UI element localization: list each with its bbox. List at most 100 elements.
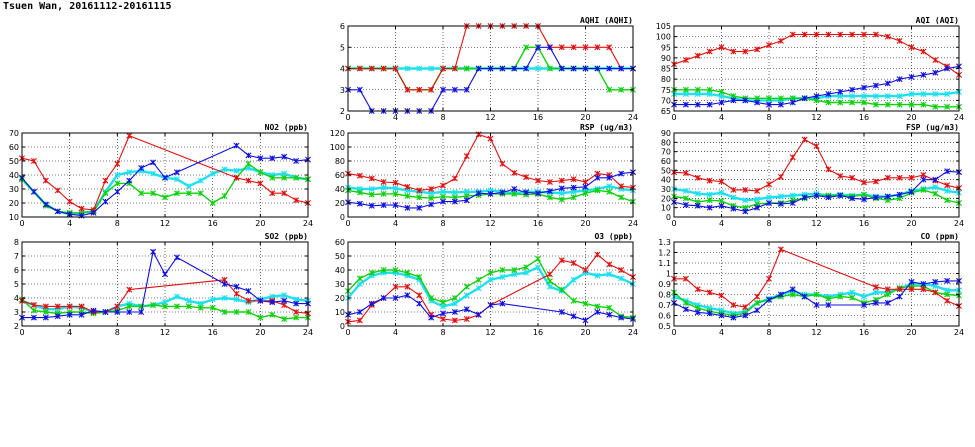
y-tick-label: 30 (661, 185, 671, 194)
data-point (245, 160, 252, 167)
y-tick-label: 90 (661, 54, 671, 63)
data-point (546, 278, 553, 285)
y-tick-label: 10 (661, 204, 671, 213)
chart-aqhi: 0 4 8 12 16 20 24 2 3 4 5 6 AQHI (AQHI) (340, 16, 638, 122)
data-point (428, 201, 435, 208)
data-point (30, 307, 37, 314)
data-point (944, 197, 951, 204)
data-point (197, 304, 204, 311)
data-point (944, 168, 951, 175)
data-point (837, 88, 844, 95)
data-point (606, 44, 613, 51)
data-point (682, 187, 689, 194)
data-point (233, 142, 240, 149)
data-point (511, 65, 518, 72)
data-point (281, 190, 288, 197)
data-point (138, 165, 145, 171)
data-point (754, 46, 761, 53)
data-point (872, 299, 879, 306)
data-point (594, 251, 601, 258)
data-point (682, 299, 689, 306)
data-point (523, 264, 530, 271)
data-point (582, 44, 589, 51)
x-tick-label: 24 (628, 113, 638, 122)
data-point (269, 299, 276, 306)
data-point (754, 307, 761, 314)
data-point (766, 200, 772, 206)
data-point (558, 44, 565, 51)
x-tick-label: 20 (906, 219, 916, 228)
data-point (209, 170, 216, 177)
y-tick-label: 3 (14, 308, 19, 317)
data-point (825, 166, 832, 173)
data-point (606, 86, 613, 93)
x-tick-label: 4 (719, 113, 724, 122)
data-point (570, 184, 577, 191)
data-point (209, 296, 216, 303)
data-point (694, 286, 701, 293)
data-point (487, 190, 494, 197)
data-point (558, 65, 565, 72)
x-tick-label: 8 (440, 219, 445, 228)
data-point (293, 158, 300, 164)
data-point (487, 269, 494, 276)
y-tick-label: 4 (14, 294, 19, 303)
x-tick-label: 8 (440, 328, 445, 337)
y-tick-label: 2 (340, 107, 345, 116)
data-point (416, 204, 423, 211)
data-point (440, 316, 446, 322)
data-point (173, 303, 180, 310)
series-group (671, 31, 962, 110)
chart-so2: 0 4 8 12 16 20 24 2 3 4 5 6 7 8 SO2 (ppb) (14, 232, 313, 337)
data-point (523, 65, 530, 72)
series-group (345, 251, 636, 325)
data-point (718, 88, 725, 95)
data-point (777, 193, 784, 200)
data-point (861, 196, 867, 203)
data-point (861, 191, 867, 198)
data-point (499, 160, 506, 167)
data-point (173, 254, 180, 261)
data-point (535, 65, 541, 72)
data-point (293, 300, 300, 307)
data-point (920, 48, 927, 55)
y-tick-label: 0 (340, 322, 345, 331)
data-point (884, 93, 891, 100)
data-point (368, 191, 375, 198)
x-tick-label: 24 (954, 113, 964, 122)
y-tick-label: 1 (666, 270, 671, 279)
y-tick-label: 80 (661, 75, 671, 84)
y-tick-label: 80 (661, 138, 671, 147)
data-point (789, 99, 796, 106)
data-point (126, 286, 133, 293)
data-point (582, 300, 589, 307)
data-point (884, 286, 891, 293)
y-tick-label: 0 (666, 213, 671, 222)
data-point (742, 208, 749, 215)
data-point (293, 174, 300, 181)
data-point (440, 65, 446, 72)
y-tick-label: 105 (656, 22, 671, 31)
data-point (150, 302, 157, 308)
data-point (570, 65, 577, 72)
x-tick-label: 12 (485, 219, 495, 228)
data-point (54, 187, 61, 194)
data-point (837, 192, 844, 199)
data-point (42, 303, 49, 310)
data-point (558, 257, 565, 264)
data-point (475, 276, 482, 283)
data-point (789, 154, 796, 161)
data-point (90, 307, 97, 314)
data-point (789, 286, 796, 293)
x-tick-label: 4 (393, 219, 398, 228)
x-tick-label: 12 (811, 113, 821, 122)
data-point (920, 186, 927, 193)
data-point (185, 190, 192, 197)
data-point (896, 93, 903, 100)
data-point (102, 309, 109, 315)
data-point (754, 99, 761, 106)
data-point (766, 194, 772, 201)
y-tick-label: 50 (9, 157, 19, 166)
y-tick-label: 10 (335, 308, 345, 317)
data-point (451, 189, 458, 196)
